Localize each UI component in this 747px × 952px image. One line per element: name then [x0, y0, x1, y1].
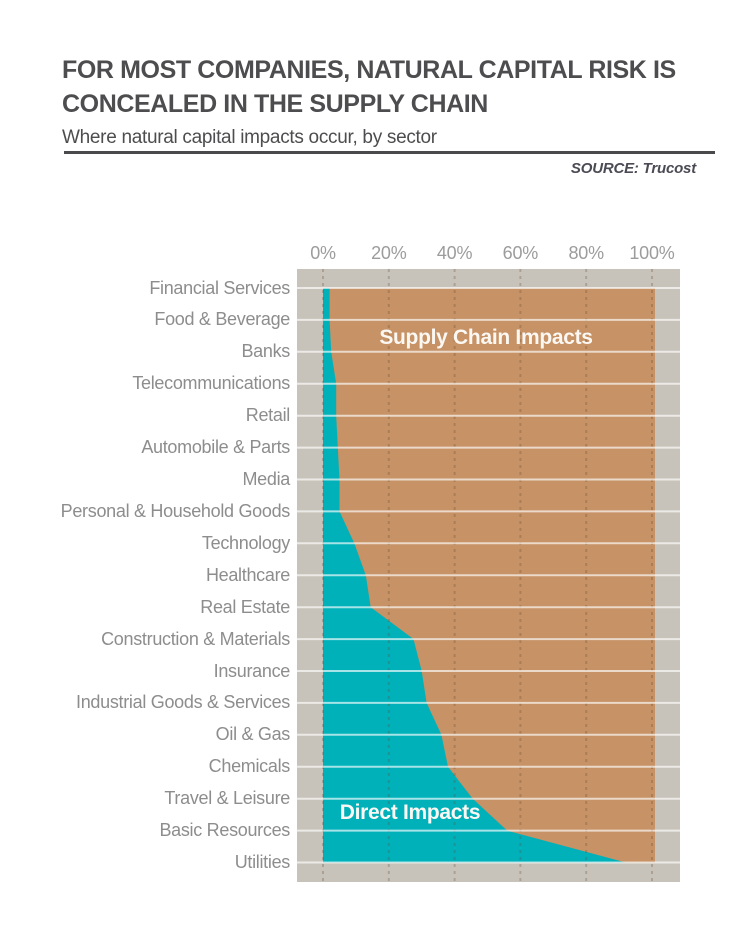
- category-label-11: Construction & Materials: [101, 628, 290, 649]
- supply-chain-impacts-label: Supply Chain Impacts: [379, 326, 593, 349]
- page-title-line1: FOR MOST COMPANIES, NATURAL CAPITAL RISK…: [62, 56, 676, 84]
- category-label-17: Basic Resources: [159, 820, 290, 841]
- x-tick-0%: 0%: [310, 243, 336, 263]
- x-tick-100%: 100%: [629, 243, 675, 263]
- x-tick-60%: 60%: [502, 243, 539, 263]
- category-label-3: Telecommunications: [132, 373, 290, 394]
- page-title-line2: CONCEALED IN THE SUPPLY CHAIN: [62, 90, 488, 118]
- category-label-4: Retail: [245, 405, 291, 426]
- page-subtitle: Where natural capital impacts occur, by …: [62, 127, 437, 148]
- direct-impacts-label: Direct Impacts: [339, 801, 481, 824]
- plot-area: [297, 269, 680, 882]
- x-tick-20%: 20%: [371, 243, 407, 263]
- category-label-6: Media: [242, 469, 290, 489]
- category-label-0: Financial Services: [149, 277, 290, 298]
- category-label-10: Real Estate: [200, 596, 290, 617]
- direct-impacts-area: [323, 288, 626, 863]
- category-label-13: Industrial Goods & Services: [76, 692, 290, 713]
- x-tick-40%: 40%: [436, 243, 473, 263]
- category-label-14: Oil & Gas: [215, 724, 291, 745]
- category-label-18: Utilities: [234, 852, 291, 872]
- category-label-7: Personal & Household Goods: [60, 500, 291, 521]
- category-label-5: Automobile & Parts: [141, 437, 290, 458]
- divider-rule: [64, 151, 715, 154]
- stacked-area-chart: [297, 269, 680, 882]
- category-label-15: Chemicals: [208, 756, 291, 777]
- category-label-1: Food & Beverage: [154, 309, 290, 330]
- category-label-16: Travel & Leisure: [164, 788, 290, 809]
- category-label-2: Banks: [241, 341, 290, 362]
- x-tick-80%: 80%: [568, 243, 604, 263]
- source-credit: SOURCE: Trucost: [570, 160, 696, 177]
- category-label-9: Healthcare: [205, 564, 290, 585]
- category-label-8: Technology: [201, 532, 290, 553]
- category-label-12: Insurance: [213, 660, 291, 681]
